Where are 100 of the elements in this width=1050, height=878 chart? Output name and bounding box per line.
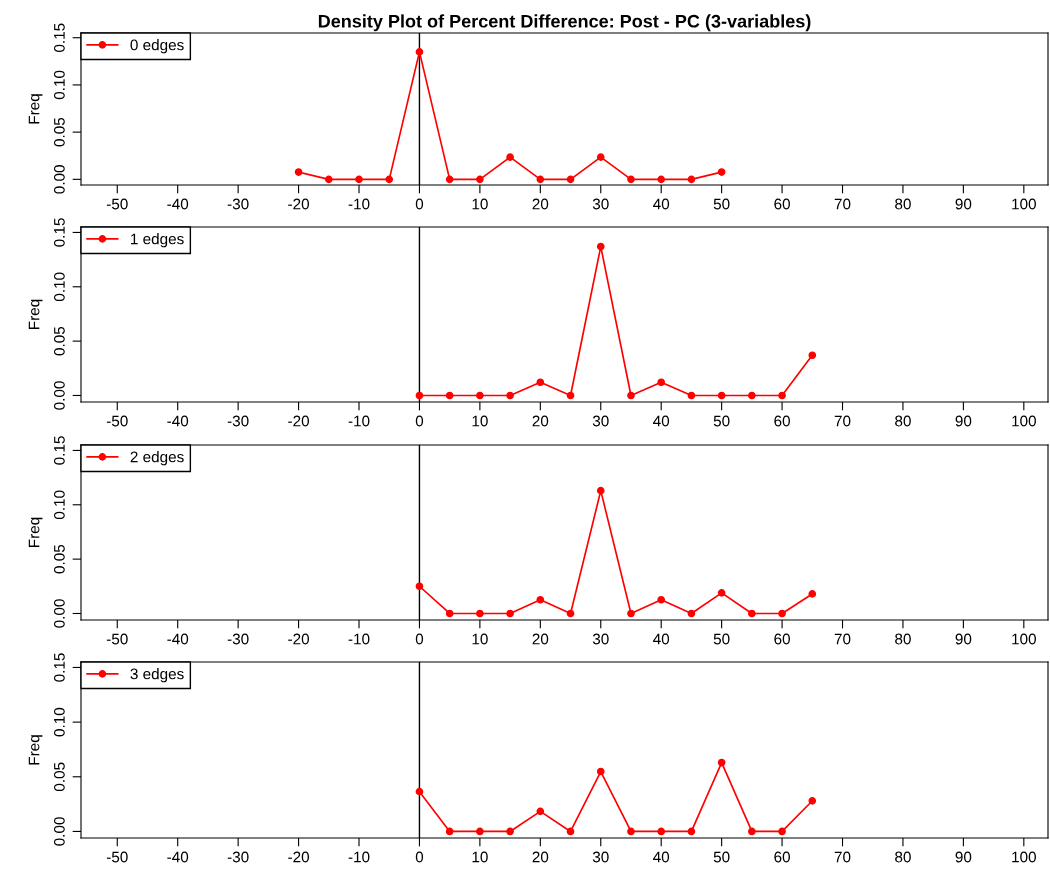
y-tick-label: 0.05	[53, 326, 65, 356]
point	[748, 827, 756, 836]
y-tick-label: 0.10	[53, 707, 65, 737]
x-tick-label: 20	[532, 633, 549, 645]
point	[324, 175, 333, 184]
point	[445, 175, 454, 184]
x-tick-label: 30	[592, 633, 609, 645]
x-tick-label: -20	[288, 851, 310, 863]
point	[536, 595, 545, 604]
point	[566, 391, 575, 400]
point	[808, 797, 817, 805]
point	[657, 175, 666, 184]
x-tick-label: -20	[288, 415, 310, 427]
x-tick-label: 60	[774, 851, 790, 863]
y-tick-label: 0.05	[53, 117, 65, 147]
x-tick-label: -10	[348, 415, 370, 427]
point	[808, 590, 817, 598]
x-tick-label: 10	[472, 851, 488, 863]
point	[566, 175, 575, 184]
x-tick-label: 80	[895, 198, 911, 210]
x-tick-label: 20	[532, 851, 549, 863]
x-tick-label: 100	[1012, 198, 1036, 210]
point	[476, 391, 484, 400]
point	[657, 595, 666, 604]
y-tick-label: 0.00	[53, 817, 65, 846]
x-tick-label: -50	[106, 851, 128, 863]
x-tick-label: 30	[592, 415, 609, 427]
x-tick-label: 10	[472, 633, 488, 645]
point	[687, 609, 696, 618]
x-tick-label: -50	[106, 633, 128, 645]
x-tick-label: 80	[895, 415, 911, 427]
point	[476, 609, 484, 618]
point	[536, 807, 545, 816]
x-tick-label: -40	[167, 198, 189, 210]
point	[415, 48, 424, 56]
y-tick-label: 0.00	[53, 381, 65, 410]
x-tick-label: 90	[955, 851, 972, 863]
x-tick-label: -30	[227, 198, 249, 210]
x-tick-label: 100	[1012, 415, 1036, 427]
x-tick-label: 40	[653, 415, 670, 427]
legend-label: 3 edges	[130, 668, 184, 683]
legend-label: 0 edges	[130, 39, 184, 54]
x-tick-label: -30	[227, 633, 249, 645]
point	[687, 175, 696, 184]
x-tick-label: 20	[532, 415, 549, 427]
x-tick-label: -30	[227, 851, 249, 863]
y-axis-title: Freq	[28, 94, 43, 124]
y-tick-label: 0.05	[53, 762, 65, 792]
x-tick-label: -10	[348, 198, 370, 210]
x-tick-label: 90	[955, 415, 972, 427]
point	[627, 609, 635, 618]
point	[415, 391, 424, 400]
point	[476, 175, 484, 184]
x-tick-label: 50	[713, 415, 730, 427]
y-tick-label: 0.10	[53, 490, 65, 520]
x-tick-label: 40	[653, 633, 670, 645]
point	[657, 378, 666, 387]
x-tick-label: -10	[348, 633, 370, 645]
point	[445, 827, 454, 836]
point	[717, 391, 726, 400]
x-tick-label: -20	[288, 633, 310, 645]
x-tick-label: 70	[834, 851, 851, 863]
y-tick-label: 0.00	[53, 599, 65, 628]
point	[748, 391, 756, 400]
point	[596, 767, 605, 776]
point	[627, 391, 635, 400]
x-tick-label: 0	[415, 198, 424, 210]
point	[294, 168, 303, 176]
x-tick-label: 100	[1012, 851, 1036, 863]
x-tick-label: -50	[106, 198, 128, 210]
x-tick-label: 50	[713, 633, 730, 645]
x-tick-label: -20	[288, 198, 310, 210]
point	[506, 609, 514, 618]
x-tick-label: 70	[834, 633, 851, 645]
x-tick-label: 0	[415, 415, 424, 427]
point	[748, 609, 756, 618]
point	[536, 378, 545, 387]
point	[476, 827, 484, 836]
legend-label: 1 edges	[131, 233, 184, 248]
point	[355, 175, 363, 184]
point	[717, 589, 726, 597]
chart-title: Density Plot of Percent Difference: Post - PC (3-variables)	[318, 14, 811, 32]
point	[778, 391, 786, 400]
x-tick-label: 90	[955, 633, 972, 645]
x-tick-label: 30	[592, 851, 609, 863]
x-tick-label: 100	[1012, 633, 1036, 645]
x-tick-label: -10	[348, 851, 370, 863]
point	[566, 827, 575, 836]
x-tick-label: 60	[774, 415, 790, 427]
point	[445, 391, 454, 400]
point	[596, 486, 605, 495]
point	[808, 351, 817, 360]
y-tick-label: 0.15	[53, 23, 65, 52]
x-tick-label: 90	[955, 198, 972, 210]
x-tick-label: 50	[713, 198, 730, 210]
y-tick-label: 0.05	[53, 544, 65, 574]
point	[717, 758, 726, 767]
x-tick-label: 30	[592, 198, 609, 210]
x-tick-label: 10	[472, 198, 488, 210]
point	[506, 827, 514, 836]
